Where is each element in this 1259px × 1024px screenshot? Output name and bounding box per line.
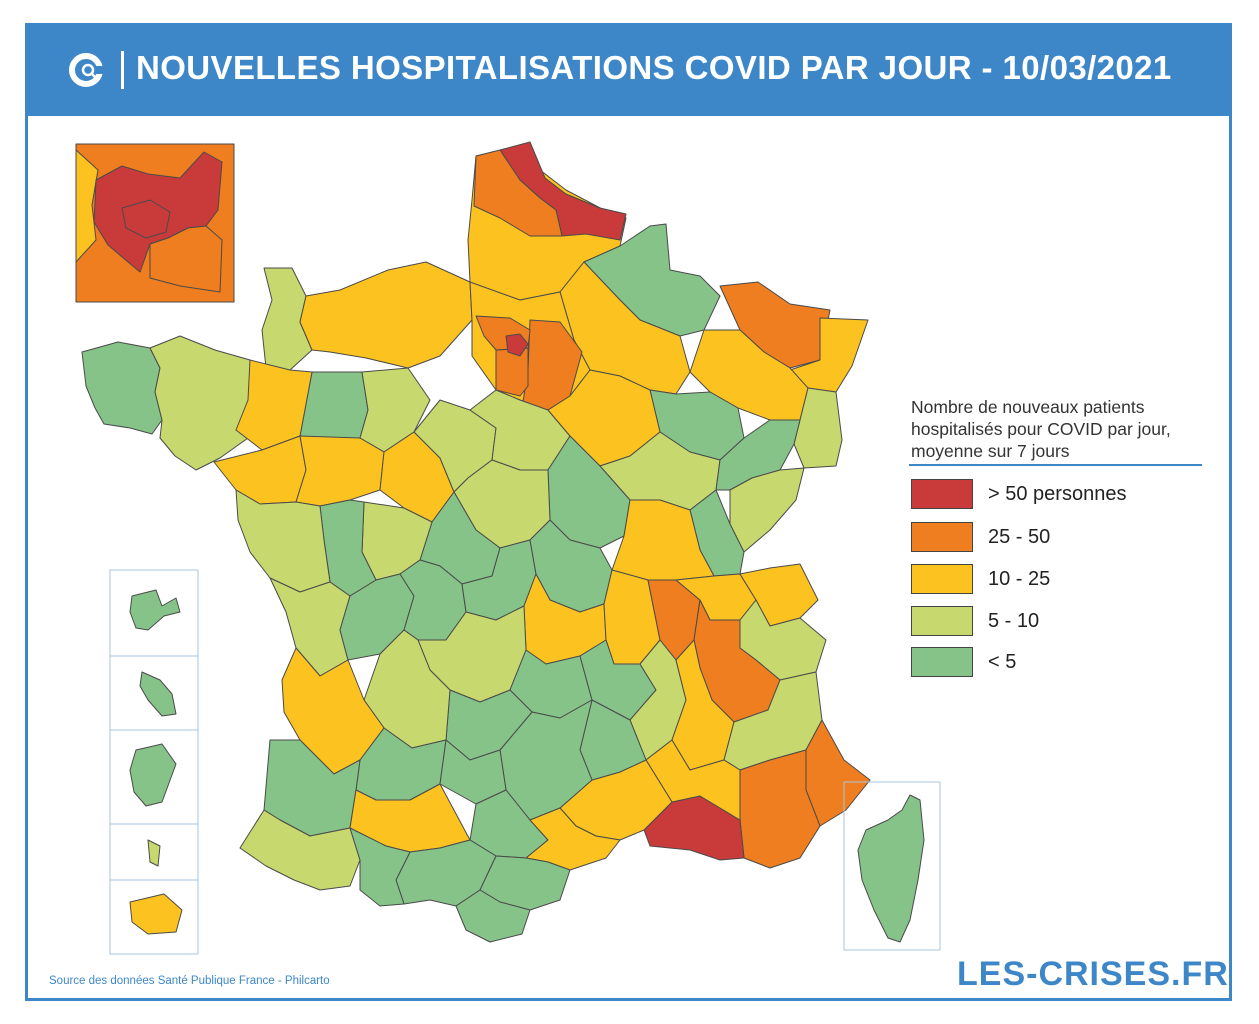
region-bretagne <box>149 335 263 471</box>
legend-swatch <box>911 647 973 677</box>
inset-la-reunion <box>129 893 183 935</box>
region-normandie-west <box>261 267 313 371</box>
legend-swatch <box>911 564 973 594</box>
region-vosges-alsace <box>793 387 843 469</box>
dept-paris <box>505 333 529 357</box>
source-credit: Source des données Santé Publique France… <box>49 975 330 987</box>
legend-divider <box>909 464 1202 466</box>
region-herault <box>525 807 621 871</box>
legend-label: 10 - 25 <box>988 568 1051 590</box>
inset-guadeloupe <box>129 589 181 631</box>
inset-corse <box>843 781 941 951</box>
inset-guyane <box>129 743 177 807</box>
region-maine-et-loire <box>295 435 385 507</box>
inset-mayotte <box>147 839 161 867</box>
legend-label: < 5 <box>988 651 1017 673</box>
legend-label: 25 - 50 <box>988 526 1051 548</box>
region-vaucluse <box>645 739 741 821</box>
region-alpes-maritimes <box>805 719 871 827</box>
legend-swatch <box>911 606 973 636</box>
header-banner: NOUVELLES HOSPITALISATIONS COVID PAR JOU… <box>25 23 1232 116</box>
region-haute-saone <box>715 419 801 491</box>
dept-pas-de-calais <box>473 149 563 237</box>
region-bretagne-west <box>81 341 163 435</box>
dept-essonne <box>495 347 529 397</box>
brand-logo: LES-CRISES.FR <box>957 955 1229 993</box>
region-charente-maritime <box>269 577 351 677</box>
legend-title: Nombre de nouveaux patients hospitalisés… <box>911 397 1171 461</box>
region-pyrenees-orientales <box>455 889 531 943</box>
inset-martinique <box>139 671 177 717</box>
legend-label: > 50 personnes <box>988 483 1127 505</box>
header-separator <box>121 51 124 89</box>
inset-ile-de-france <box>75 143 235 303</box>
les-crises-logo-icon <box>69 53 103 87</box>
legend-label: 5 - 10 <box>988 610 1040 632</box>
region-normandie <box>299 261 473 369</box>
inset-dom <box>109 569 199 955</box>
page-title: NOUVELLES HOSPITALISATIONS COVID PAR JOU… <box>136 49 1172 86</box>
region-vendee <box>235 489 331 593</box>
legend-swatch <box>911 479 973 509</box>
region-hautes-pyrenees <box>349 827 411 907</box>
legend-swatch <box>911 522 973 552</box>
